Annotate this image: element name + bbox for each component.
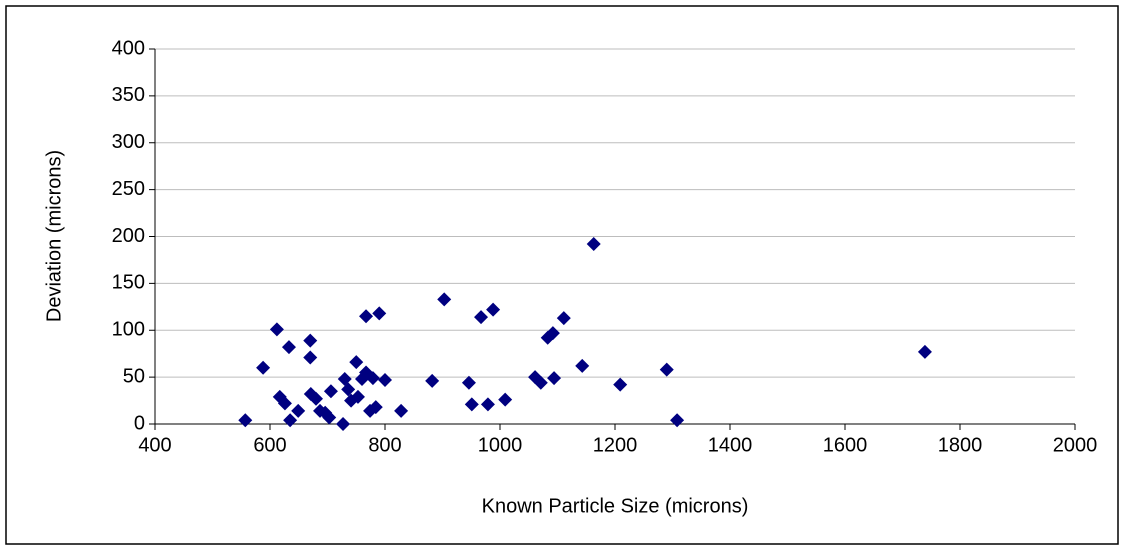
point: [303, 350, 318, 365]
x-tick-label: 1800: [938, 434, 983, 456]
point: [461, 375, 476, 390]
x-tick-label: 800: [368, 434, 401, 456]
x-tick-label: 400: [138, 434, 171, 456]
point: [291, 403, 306, 418]
x-tick-label: 600: [253, 434, 286, 456]
point: [670, 413, 685, 428]
point: [256, 360, 271, 375]
x-axis-label: Known Particle Size (microns): [482, 495, 749, 517]
point: [365, 371, 380, 386]
point: [659, 362, 674, 377]
x-tick-label: 1200: [593, 434, 638, 456]
point: [533, 375, 548, 390]
point: [613, 377, 628, 392]
point: [341, 382, 356, 397]
point: [378, 372, 392, 387]
point: [309, 391, 323, 406]
point: [238, 413, 253, 428]
point: [269, 322, 284, 337]
y-tick-label: 300: [112, 131, 145, 153]
point: [349, 355, 364, 370]
point: [586, 237, 601, 251]
point: [281, 340, 296, 355]
point: [556, 311, 571, 326]
point: [372, 306, 387, 321]
point: [394, 403, 409, 418]
point: [322, 410, 337, 425]
x-tick-label: 1000: [478, 434, 523, 456]
point: [283, 413, 298, 428]
point: [575, 358, 590, 373]
point: [486, 302, 501, 317]
point: [545, 326, 560, 341]
y-tick-label: 400: [112, 37, 145, 59]
point: [277, 396, 292, 411]
y-tick-label: 250: [112, 178, 145, 200]
point: [437, 292, 452, 307]
chart-frame: [5, 5, 1119, 545]
point: [498, 392, 513, 407]
point: [425, 373, 440, 388]
y-tick-label: 350: [112, 84, 145, 106]
y-axis-label: Deviation (microns): [43, 150, 65, 322]
point: [474, 310, 489, 325]
point: [359, 309, 374, 324]
point: [917, 344, 932, 359]
y-tick-label: 100: [112, 319, 145, 341]
y-tick-label: 0: [134, 412, 145, 434]
x-tick-label: 2000: [1053, 434, 1098, 456]
point: [480, 397, 495, 412]
y-tick-label: 200: [112, 225, 145, 247]
point: [323, 384, 338, 399]
point: [368, 400, 383, 415]
x-tick-label: 1400: [708, 434, 753, 456]
point: [350, 389, 365, 404]
point: [547, 371, 562, 386]
point: [336, 417, 351, 431]
point: [303, 333, 318, 348]
y-tick-label: 50: [123, 365, 145, 387]
y-tick-label: 150: [112, 272, 145, 294]
point: [464, 397, 479, 412]
x-tick-label: 1600: [823, 434, 868, 456]
